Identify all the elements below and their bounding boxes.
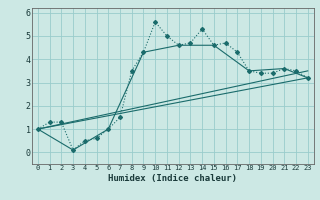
X-axis label: Humidex (Indice chaleur): Humidex (Indice chaleur) [108,174,237,183]
